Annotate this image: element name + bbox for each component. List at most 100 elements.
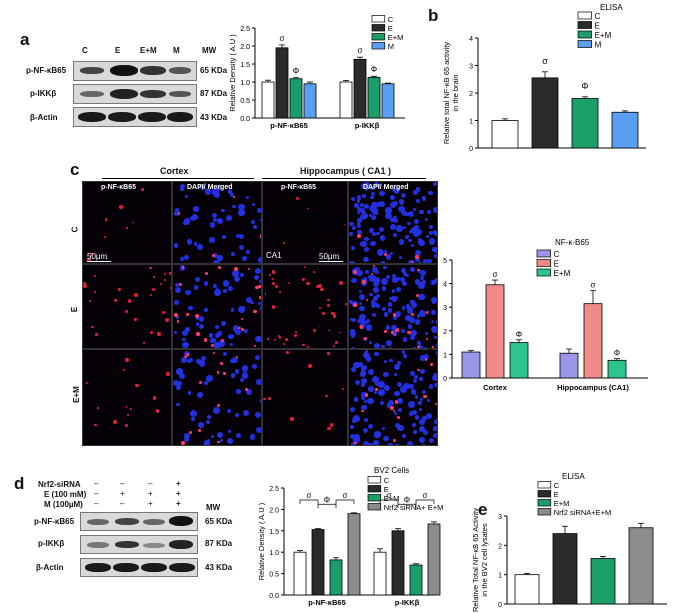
panel-label-e: e bbox=[478, 500, 488, 519]
y-axis-label: Relative Density ( A.U ) bbox=[228, 34, 237, 112]
bar bbox=[289, 78, 303, 119]
legend-swatch bbox=[537, 508, 552, 516]
micrograph-tile bbox=[348, 349, 438, 446]
significance-mark: σ bbox=[387, 491, 392, 500]
significance-mark: σ bbox=[423, 491, 428, 500]
significance-bracket bbox=[379, 499, 399, 504]
legend-label: E bbox=[554, 260, 559, 269]
blot-strip bbox=[80, 535, 198, 554]
y-tick-label: 0.5 bbox=[240, 98, 250, 105]
y-tick-label: 2 bbox=[443, 329, 447, 336]
chart-title: ELISA bbox=[600, 3, 623, 12]
bar bbox=[611, 111, 639, 149]
significance-mark: σ bbox=[493, 270, 498, 279]
x-tick-label: p-IKKβ bbox=[355, 121, 380, 130]
bar bbox=[514, 574, 540, 605]
mw-header: MW bbox=[206, 503, 221, 512]
legend-swatch bbox=[367, 503, 382, 511]
sign: – bbox=[120, 499, 125, 508]
bar bbox=[347, 513, 361, 596]
legend-label: E bbox=[554, 490, 559, 499]
micrograph-tile bbox=[262, 349, 348, 446]
y-tick-label: 0.0 bbox=[240, 116, 250, 123]
y-axis-label: Relative total NF-κB 65 activity bbox=[442, 42, 451, 144]
legend-swatch bbox=[536, 249, 551, 258]
scale-bar-label: 50μm bbox=[87, 252, 108, 261]
panel-label-d: d bbox=[14, 474, 25, 493]
significance-mark: Φ bbox=[324, 495, 330, 504]
x-tick-label: p-IKKβ bbox=[395, 598, 420, 607]
chart-title: BV2 Cells bbox=[374, 466, 409, 475]
micrograph-tile bbox=[262, 264, 348, 349]
chart-title: ELISA bbox=[562, 472, 585, 481]
y-tick-label: 0 bbox=[498, 602, 502, 609]
lane-label-e: E bbox=[115, 46, 121, 55]
significance-bracket bbox=[335, 499, 355, 504]
significance-mark: Φ bbox=[516, 330, 522, 339]
legend-label: C bbox=[554, 250, 560, 259]
sign: + bbox=[120, 489, 125, 498]
blot-row-label: β-Actin bbox=[36, 563, 64, 572]
blot-row-label: p-NF-κB65 bbox=[34, 517, 75, 526]
y-tick-label: 1.5 bbox=[240, 62, 250, 69]
y-tick-label: 3 bbox=[469, 64, 473, 71]
micrograph-tile: DAPI/ Merged bbox=[172, 181, 262, 264]
significance-bracket bbox=[415, 499, 435, 504]
blot-row-label: β-Actin bbox=[30, 113, 58, 122]
mw-value: 43 KDa bbox=[205, 563, 233, 572]
legend-swatch bbox=[536, 268, 551, 277]
bar bbox=[303, 83, 317, 119]
significance-bracket bbox=[397, 503, 417, 509]
bar bbox=[531, 77, 559, 149]
mw-value: 87 KDa bbox=[200, 89, 228, 98]
micrograph-tile: DAPI/ Merged bbox=[348, 181, 438, 264]
bar bbox=[339, 81, 353, 119]
blot-strip bbox=[80, 558, 198, 577]
x-tick-label: p-NF-κB65 bbox=[270, 121, 308, 130]
legend-swatch bbox=[371, 42, 386, 50]
blot-row-label: p-NF-κB65 bbox=[26, 66, 67, 75]
chart-title: NF-κ-B65 bbox=[555, 238, 590, 247]
y-tick-label: 4 bbox=[469, 36, 473, 43]
region-header-cortex: Cortex bbox=[160, 166, 189, 176]
mw-value: 65 KDa bbox=[200, 66, 228, 75]
legend-label: C bbox=[554, 481, 560, 490]
bar bbox=[571, 98, 599, 149]
lane-label-m: M bbox=[173, 46, 180, 55]
legend-swatch bbox=[371, 33, 386, 41]
micrograph-tile bbox=[82, 264, 172, 349]
legend-label: E+M bbox=[554, 499, 570, 508]
bar bbox=[509, 342, 529, 379]
legend-label: E bbox=[595, 22, 600, 31]
bar bbox=[391, 530, 405, 596]
region-header-hippocampus: Hippocampus ( CA1 ) bbox=[300, 166, 392, 176]
legend-label: M bbox=[595, 41, 602, 50]
blot-strip bbox=[73, 84, 197, 104]
bar bbox=[628, 527, 654, 605]
micro-column-header: p-NF-κB65 bbox=[101, 184, 137, 191]
legend-swatch bbox=[536, 259, 551, 267]
significance-mark: Φ bbox=[404, 495, 410, 504]
bar bbox=[275, 47, 289, 119]
significance-mark: σ bbox=[542, 56, 548, 66]
legend-label: E+M bbox=[554, 269, 571, 278]
bar bbox=[427, 523, 441, 596]
mw-value: 87 KDa bbox=[205, 539, 233, 548]
bar bbox=[461, 351, 481, 379]
lane-label-em: E+M bbox=[140, 46, 157, 55]
y-tick-label: 1.0 bbox=[269, 550, 279, 557]
mw-header: MW bbox=[202, 46, 217, 55]
y-axis-label: Relative Total NF-κB 65 Activity bbox=[471, 508, 480, 612]
micro-column-header: DAPI/ Merged bbox=[363, 184, 409, 191]
blot-row-label: p-IKKβ bbox=[38, 539, 65, 548]
significance-mark: σ bbox=[280, 34, 285, 43]
bar bbox=[485, 284, 505, 379]
legend-label: E+M bbox=[595, 31, 612, 40]
bar bbox=[261, 81, 275, 119]
legend-swatch bbox=[367, 485, 382, 493]
panel-label-b: b bbox=[428, 6, 439, 25]
bar bbox=[293, 551, 307, 596]
y-tick-label: 0 bbox=[443, 376, 447, 383]
mw-value: 43 KDa bbox=[200, 113, 228, 122]
